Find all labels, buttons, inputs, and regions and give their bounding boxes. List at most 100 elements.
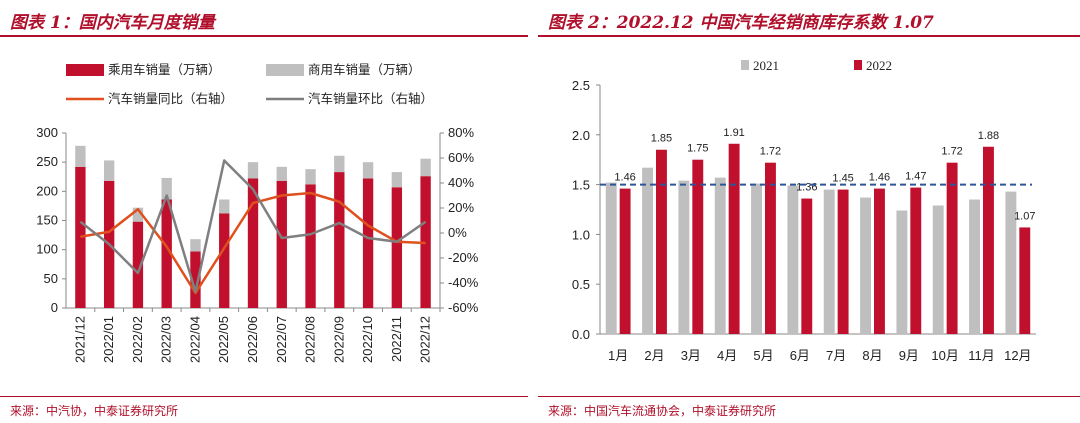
data-label-2022: 1.47 (905, 171, 926, 183)
left-chart-title: 图表 1：国内汽车月度销量 (10, 13, 215, 33)
y-right-tick-label: -20% (448, 250, 479, 265)
bar-2021-10月 (932, 205, 944, 334)
right-chart-title: 图表 2：2022.12 中国汽车经销商库存系数 1.07 (548, 13, 934, 33)
data-label-2022: 1.91 (723, 127, 744, 139)
data-label-2022: 1.88 (978, 130, 999, 142)
left-chart-panel: 图表 1：国内汽车月度销量 乘用车销量（万辆） 商用车销量（万辆） 汽车销量同比（右… (0, 0, 528, 423)
data-label-2022: 1.45 (832, 173, 853, 185)
bar-2021-2月 (642, 167, 653, 334)
bar-commercial-2022/05 (219, 199, 230, 214)
data-label-2022: 1.46 (614, 172, 635, 184)
y-right-tick-label: 0% (448, 225, 467, 240)
bar-2022-6月 (801, 198, 813, 334)
bar-2022-4月 (728, 143, 740, 334)
y-left-tick-label: 100 (36, 242, 58, 257)
x-tick-label: 6月 (790, 348, 810, 363)
right-chart-source: 来源：中国汽车流通协会，中泰证券研究所 (548, 404, 777, 418)
x-tick-label: 2022/10 (360, 316, 375, 363)
x-tick-label: 5月 (753, 348, 773, 363)
legend-label-3: 汽车销量同比（右轴） (108, 91, 233, 106)
bar-2022-5月 (765, 162, 776, 334)
bar-commercial-2022/07 (276, 166, 287, 181)
bar-2021-11月 (969, 199, 980, 334)
bar-passenger-2022/02 (132, 221, 144, 308)
data-label-2022: 1.07 (1014, 210, 1035, 222)
x-tick-label: 2021/12 (72, 316, 87, 363)
data-label-2022: 1.75 (687, 143, 708, 155)
left-chart-source: 来源：中汽协，中泰证券研究所 (10, 404, 179, 418)
y-left-tick-label: 300 (36, 125, 58, 140)
bar-passenger-2022/09 (334, 172, 345, 308)
bar-passenger-2021/12 (75, 166, 86, 308)
legend-swatch-2022 (854, 60, 862, 70)
bar-2021-6月 (787, 185, 799, 334)
data-label-2022: 1.36 (796, 182, 817, 194)
legend-swatch-2021 (741, 60, 749, 70)
bar-2021-12月 (1005, 191, 1017, 334)
x-tick-label: 2月 (644, 348, 664, 363)
data-label-2022: 1.85 (651, 133, 672, 145)
left-title-divider (0, 35, 528, 37)
bar-commercial-2022/10 (362, 162, 374, 179)
x-tick-label: 2022/11 (389, 316, 404, 362)
y-tick-label: 2.0 (572, 128, 590, 143)
right-chart-panel: 图表 2：2022.12 中国汽车经销商库存系数 1.07 2021 2022 0.… (538, 0, 1080, 423)
bar-commercial-2022/04 (190, 239, 201, 252)
x-tick-label: 11月 (968, 348, 995, 363)
x-tick-label: 2022/02 (130, 316, 145, 363)
bar-commercial-2022/12 (420, 158, 431, 177)
y-right-tick-label: 40% (448, 175, 474, 190)
bar-2022-12月 (1019, 227, 1031, 334)
bar-2022-11月 (983, 146, 994, 334)
x-tick-label: 3月 (681, 348, 701, 363)
bar-2022-1月 (619, 188, 631, 334)
data-label-2022: 1.46 (869, 172, 890, 184)
bar-commercial-2022/11 (391, 172, 403, 188)
data-label-2022: 1.72 (760, 146, 781, 158)
left-chart-svg: 乘用车销量（万辆） 商用车销量（万辆） 汽车销量同比（右轴） 汽车销量环比（右轴） 0 5… (36, 62, 479, 363)
bar-2022-10月 (946, 162, 958, 334)
x-tick-label: 2022/07 (274, 316, 289, 363)
x-tick-label: 2022/01 (101, 316, 116, 363)
x-tick-label: 2022/04 (187, 316, 202, 363)
bar-2022-9月 (910, 187, 922, 334)
data-label-2022: 1.72 (941, 146, 962, 158)
bar-2021-8月 (860, 197, 871, 334)
bar-commercial-2022/09 (334, 155, 345, 173)
legend-label-4: 汽车销量环比（右轴） (308, 91, 433, 106)
x-tick-label: 8月 (862, 348, 882, 363)
bar-passenger-2022/08 (305, 184, 316, 308)
bar-passenger-2022/06 (247, 178, 259, 308)
legend-swatch-2 (266, 64, 304, 76)
bar-passenger-2022/10 (362, 178, 374, 308)
y-left-tick-label: 50 (44, 271, 58, 286)
bar-2022-3月 (692, 159, 704, 334)
bar-2021-3月 (678, 180, 690, 334)
bar-2022-7月 (837, 189, 849, 334)
right-source-divider (538, 396, 1080, 397)
bar-passenger-2022/03 (161, 199, 172, 308)
bar-passenger-2022/04 (190, 251, 201, 308)
bar-passenger-2022/11 (391, 187, 403, 308)
y-right-tick-label: 60% (448, 150, 474, 165)
y-tick-label: 0.5 (572, 277, 590, 292)
x-tick-label: 2022/12 (418, 316, 433, 363)
y-right-tick-label: 20% (448, 200, 474, 215)
bar-2021-1月 (605, 182, 617, 334)
left-source-divider (0, 396, 528, 397)
x-tick-label: 9月 (899, 348, 919, 363)
bar-2022-8月 (874, 188, 885, 334)
bar-commercial-2022/02 (132, 207, 144, 222)
y-left-tick-label: 250 (36, 154, 58, 169)
line-mom (79, 159, 427, 293)
bar-passenger-2022/05 (219, 213, 230, 308)
line-yoy (80, 191, 426, 295)
x-tick-label: 4月 (717, 348, 737, 363)
x-tick-label: 2022/06 (245, 316, 260, 363)
bar-commercial-2021/12 (75, 145, 86, 167)
bar-2021-5月 (751, 183, 762, 334)
bar-2021-4月 (714, 177, 726, 334)
legend-label-2021: 2021 (753, 58, 779, 73)
y-tick-label: 2.5 (572, 78, 590, 93)
right-title-divider (538, 35, 1080, 37)
